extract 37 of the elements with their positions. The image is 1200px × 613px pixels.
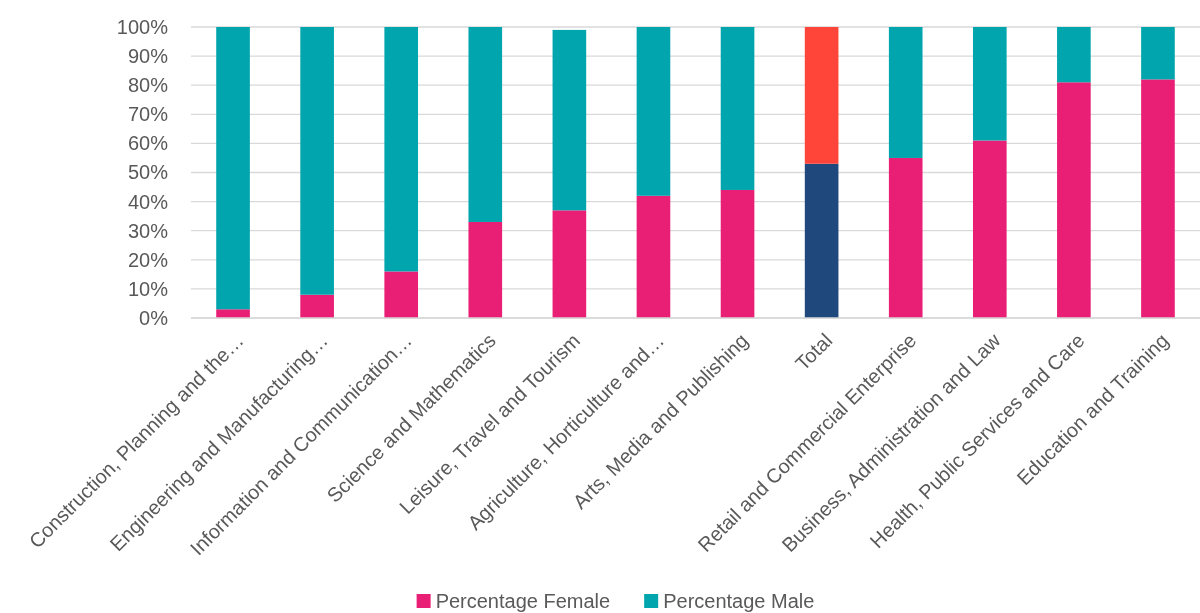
bar: [300, 294, 334, 318]
bar: [636, 27, 671, 196]
bar: [888, 27, 923, 158]
bar: [216, 309, 250, 318]
bar: [1057, 82, 1091, 318]
bar: [216, 27, 250, 310]
bar: [972, 140, 1007, 318]
bar: [384, 27, 419, 272]
y-tick-label: 100%: [116, 15, 169, 38]
bar: [384, 271, 419, 318]
legend-label: Percentage Female: [435, 590, 611, 612]
y-tick-label: 70%: [127, 103, 169, 126]
bar: [552, 29, 587, 211]
legend-label: Percentage Male: [663, 590, 815, 612]
bar: [888, 157, 923, 318]
bar: [720, 27, 755, 190]
bar: [1141, 79, 1175, 318]
bar: [468, 221, 503, 318]
bar: [720, 189, 755, 318]
y-tick-label: 60%: [127, 132, 169, 155]
y-tick-label: 20%: [127, 248, 169, 271]
y-tick-label: 10%: [127, 277, 169, 300]
bar: [468, 27, 503, 222]
y-tick-label: 30%: [127, 219, 169, 242]
bar: [804, 27, 839, 164]
bar: [804, 163, 839, 318]
bar: [300, 27, 334, 295]
y-tick-label: 50%: [127, 161, 169, 184]
bar: [1057, 27, 1091, 83]
bar: [552, 210, 587, 318]
y-tick-label: 80%: [127, 74, 169, 97]
y-tick-label: 90%: [127, 45, 169, 67]
y-tick-label: 40%: [127, 190, 169, 213]
bar: [1141, 27, 1175, 80]
bar: [636, 195, 671, 318]
bar: [972, 27, 1007, 141]
y-tick-label: 0%: [139, 306, 169, 329]
